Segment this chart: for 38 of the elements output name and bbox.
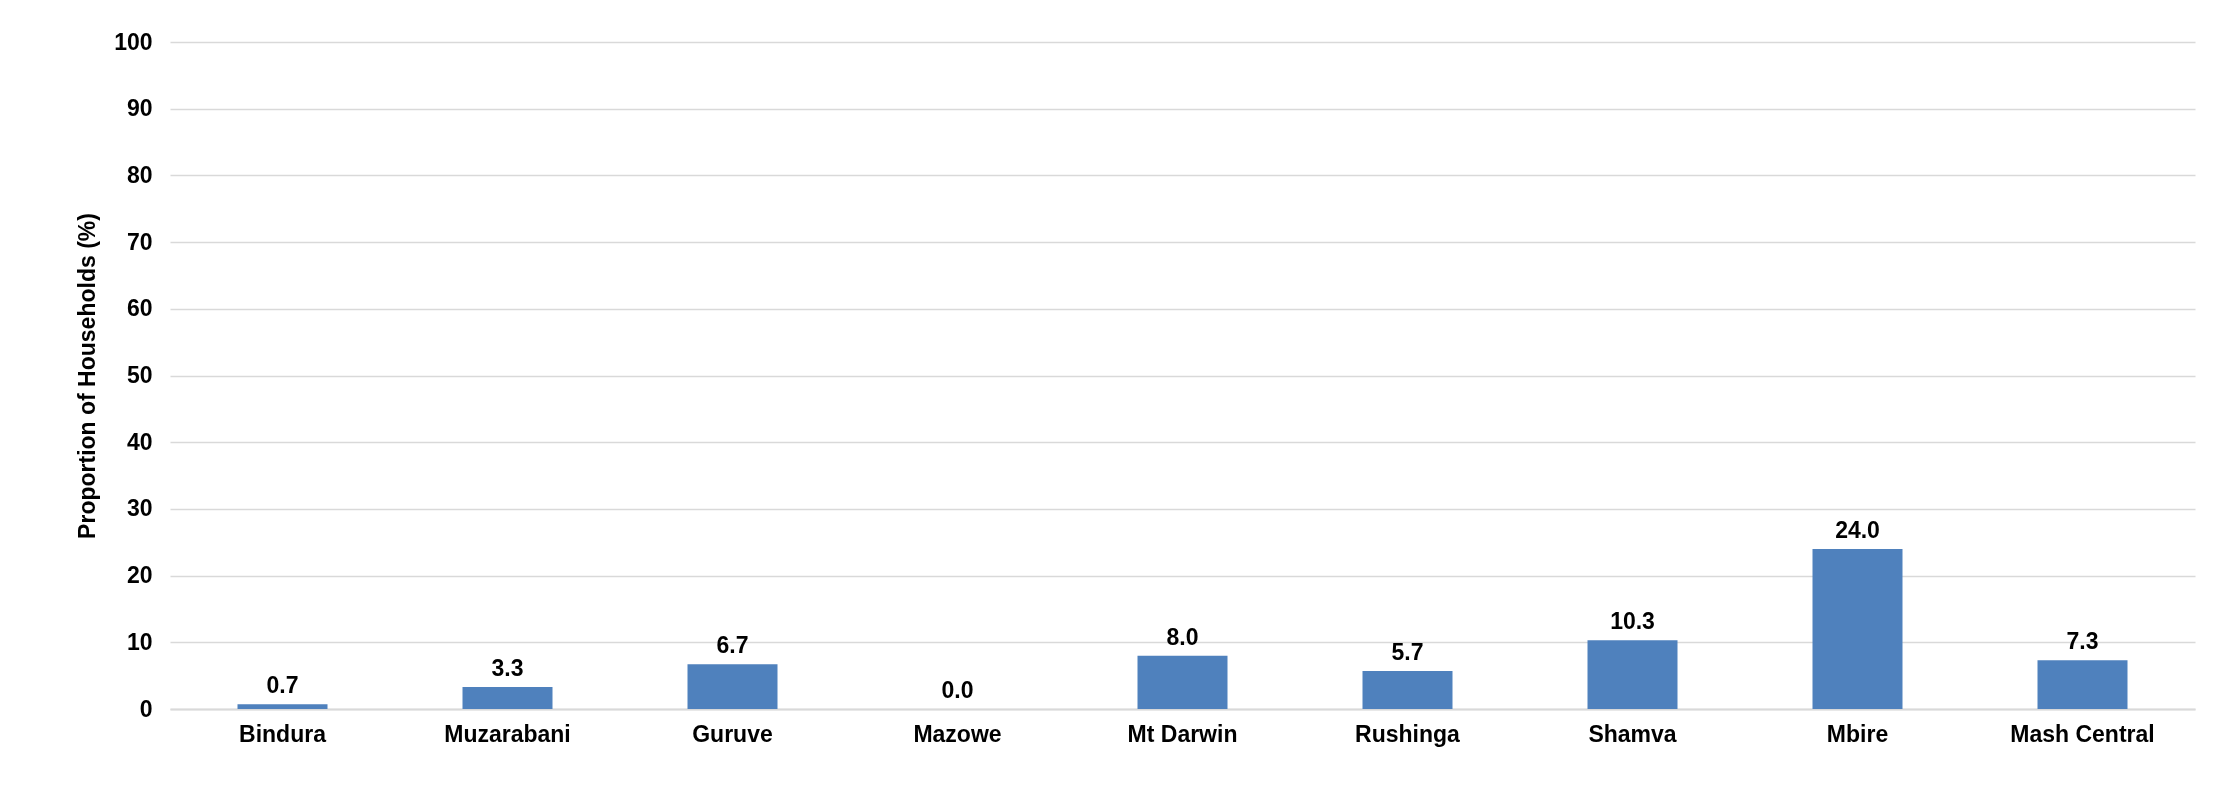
x-tick-label: Guruve [692,720,773,747]
bar [2037,660,2128,709]
y-tick-label: 0 [139,695,153,722]
x-tick-label: Mazowe [913,720,1002,747]
y-tick-label: 100 [114,28,153,55]
data-label: 5.7 [1391,638,1424,665]
data-label: 8.0 [1166,623,1199,650]
y-tick-label: 30 [126,495,153,522]
y-tick-label: 50 [126,362,153,388]
x-tick-label: Mbire [1826,720,1889,747]
x-tick-label: Rushinga [1355,720,1461,747]
bar [462,686,553,709]
y-axis-title: Proportion of Households (%) [74,213,101,539]
y-tick-label: 70 [126,228,153,255]
y-tick-label: 90 [126,95,153,122]
bar [1137,655,1228,709]
bar [1362,670,1453,709]
x-tick-label: Shamva [1588,720,1677,747]
data-label: 0.0 [941,677,974,703]
data-label: 24.0 [1835,516,1880,543]
x-tick-label: Muzarabani [444,720,571,747]
x-tick-label: Mash Central [2010,720,2155,747]
y-tick-label: 60 [126,295,153,322]
data-label: 6.7 [716,632,749,659]
bar [687,664,778,709]
data-label: 3.3 [491,654,524,681]
x-tick-label: Bindura [239,720,327,747]
y-tick-label: 40 [126,428,153,455]
data-label: 7.3 [2066,628,2099,655]
data-label: 10.3 [1610,608,1655,635]
y-tick-label: 10 [126,628,153,655]
y-tick-label: 80 [126,161,153,188]
y-tick-label: 20 [126,562,153,589]
bar [1812,548,1903,709]
bar [1587,640,1678,709]
data-label: 0.7 [266,672,299,699]
x-tick-label: Mt Darwin [1127,720,1238,747]
bar [237,704,328,709]
